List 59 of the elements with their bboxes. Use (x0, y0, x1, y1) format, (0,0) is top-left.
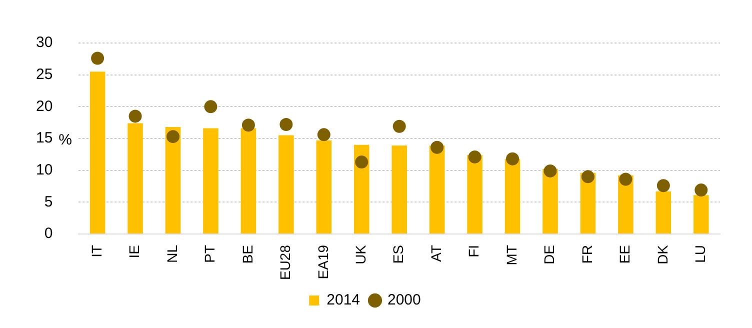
x-tick-label: IE (126, 244, 142, 258)
point (468, 150, 482, 164)
bar (504, 158, 520, 234)
point (430, 140, 444, 154)
x-tick-label: IT (88, 244, 104, 258)
y-tick-label: 15 (36, 130, 53, 147)
x-tick-label: BE (239, 244, 256, 264)
x-tick-label: NL (164, 244, 180, 263)
x-tick-label: EU28 (277, 244, 294, 280)
y-axis-title: % (58, 132, 72, 149)
point (242, 118, 255, 132)
y-tick-label: 0 (44, 225, 53, 242)
bar (354, 144, 370, 234)
point (656, 179, 670, 192)
point (694, 184, 708, 197)
point (280, 118, 293, 131)
point (619, 172, 632, 186)
legend-label: 2014 (326, 292, 360, 309)
x-tick-label: LU (692, 244, 708, 263)
x-tick-label: AT (428, 244, 444, 262)
point (355, 156, 368, 169)
bar (278, 135, 294, 234)
point (204, 100, 218, 114)
bar (429, 145, 445, 234)
point (544, 164, 557, 178)
x-tick-label: FI (466, 244, 482, 258)
y-tick-label: 5 (44, 193, 53, 210)
bar (203, 128, 218, 234)
bar (467, 155, 482, 234)
point (128, 110, 142, 123)
x-tick-label: EA19 (314, 244, 331, 280)
x-tick-label: UK (352, 244, 368, 264)
bar (694, 195, 709, 234)
y-tick-label: 25 (36, 66, 53, 83)
x-tick-label: MT (503, 244, 520, 266)
y-tick-label: 20 (36, 98, 53, 115)
x-tick-label: EE (616, 244, 633, 264)
bar (90, 72, 106, 234)
bar (128, 123, 143, 234)
point (392, 120, 406, 133)
bar (240, 128, 256, 234)
point (506, 152, 520, 166)
x-tick-label: ES (390, 244, 406, 264)
point (317, 128, 330, 142)
point (581, 170, 594, 184)
x-tick-label: DE (541, 244, 558, 264)
bar (316, 140, 332, 234)
y-tick-label: 30 (36, 34, 53, 52)
bar (656, 191, 672, 234)
x-tick-label: PT (202, 244, 218, 263)
legend-label: 2000 (388, 292, 421, 309)
y-tick-label: 10 (36, 161, 53, 178)
x-tick-label: DK (654, 244, 670, 264)
point (91, 52, 104, 65)
point (166, 130, 180, 144)
bar (392, 145, 407, 234)
x-tick-label: FR (578, 244, 595, 264)
bar (542, 169, 558, 234)
bar (165, 127, 181, 234)
